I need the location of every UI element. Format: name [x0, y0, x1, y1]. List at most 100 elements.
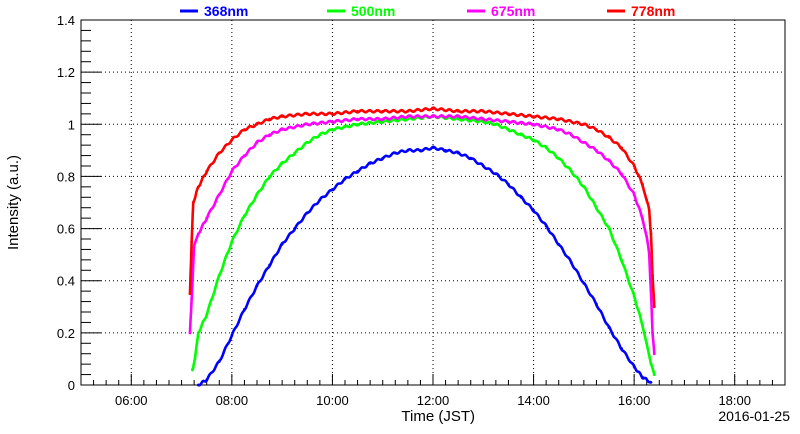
data-point [243, 307, 246, 311]
y-tick-labels: 0 0.2 0.4 0.6 0.8 1 1.2 1.4 [57, 13, 75, 393]
data-point [557, 156, 561, 160]
axis-ticks [80, 19, 786, 386]
y-tick-label: 0.8 [57, 169, 75, 184]
data-point [305, 112, 309, 116]
data-point [582, 141, 586, 144]
data-point [268, 117, 271, 121]
data-point [193, 357, 197, 361]
data-point [280, 128, 284, 131]
data-point [381, 109, 385, 113]
data-point [652, 352, 656, 356]
y-axis-title: Intensity (a.u.) [5, 155, 22, 250]
data-point [217, 193, 221, 197]
data-point [268, 133, 271, 137]
data-point [356, 117, 359, 121]
data-point [532, 138, 535, 142]
data-point [507, 120, 510, 124]
data-point [431, 146, 435, 150]
data-point [305, 122, 309, 126]
data-point [243, 154, 246, 157]
data-point [356, 122, 359, 126]
data-point [243, 214, 246, 217]
data-point [582, 122, 586, 126]
data-point [456, 117, 460, 121]
data-point [557, 242, 561, 246]
data-point [645, 341, 649, 345]
legend-label: 675nm [491, 3, 535, 19]
data-point [196, 331, 200, 335]
data-point [191, 201, 195, 204]
data-point [331, 188, 334, 191]
series-500nm [191, 114, 656, 376]
data-point [595, 302, 598, 306]
data-point [582, 185, 586, 189]
data-point [647, 208, 651, 212]
data-point [196, 232, 200, 236]
y-tick-label: 1 [68, 117, 75, 132]
data-point [255, 193, 259, 197]
x-tick-labels: 06:00 08:00 10:00 12:00 14:00 16:00 18:00 [115, 393, 751, 408]
data-point [507, 128, 510, 131]
data-point [393, 151, 397, 155]
data-point [255, 141, 259, 144]
data-point [620, 146, 623, 150]
data-point [557, 117, 561, 121]
data-point [595, 128, 598, 131]
date-label: 2016-01-25 [718, 408, 790, 424]
data-point [268, 263, 271, 267]
data-point [645, 234, 649, 238]
data-point [243, 128, 246, 131]
gridlines [81, 20, 785, 385]
data-point [481, 117, 485, 121]
data-point [368, 161, 372, 165]
data-point [456, 151, 460, 155]
data-point [607, 326, 611, 330]
data-point [192, 245, 196, 249]
data-point [620, 258, 623, 262]
data-point [507, 112, 510, 116]
data-point [641, 375, 644, 379]
data-point [293, 227, 297, 230]
data-point [191, 367, 194, 371]
data-point [607, 227, 611, 230]
series-368nm [196, 145, 653, 387]
data-point [632, 164, 636, 168]
data-point [494, 122, 498, 126]
data-point [456, 115, 460, 118]
data-point [519, 133, 523, 137]
data-point [481, 109, 485, 113]
data-point [431, 115, 435, 118]
series-line [188, 114, 656, 355]
data-point [569, 169, 573, 173]
data-point [343, 177, 347, 181]
data-point [196, 185, 200, 189]
data-point [652, 373, 656, 376]
series-675nm [188, 114, 656, 356]
data-point [205, 169, 209, 173]
data-point [469, 156, 473, 160]
data-point [318, 133, 322, 137]
data-point [651, 274, 654, 277]
data-point [632, 193, 636, 197]
data-point [544, 146, 548, 150]
data-point [188, 331, 192, 335]
data-point [607, 159, 611, 163]
data-point [406, 115, 410, 118]
data-point [431, 107, 435, 111]
data-point [519, 195, 523, 199]
y-tick-label: 0 [68, 378, 75, 393]
y-tick-label: 1.2 [57, 65, 75, 80]
x-tick-label: 08:00 [216, 393, 249, 408]
data-point [205, 216, 209, 220]
data-point [557, 128, 561, 131]
legend-label: 368nm [204, 3, 248, 19]
data-point [569, 261, 573, 264]
y-tick-label: 0.6 [57, 222, 75, 237]
data-point [444, 148, 447, 152]
x-tick-label: 18:00 [718, 393, 751, 408]
data-point [494, 172, 498, 176]
series-line [197, 145, 653, 387]
data-point [217, 151, 221, 155]
series-layer [188, 106, 656, 387]
